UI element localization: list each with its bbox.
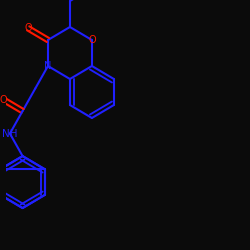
Text: O: O: [0, 94, 7, 104]
Text: O: O: [24, 23, 32, 33]
Text: O: O: [88, 35, 96, 45]
Text: NH: NH: [2, 128, 18, 138]
Text: N: N: [44, 61, 52, 71]
